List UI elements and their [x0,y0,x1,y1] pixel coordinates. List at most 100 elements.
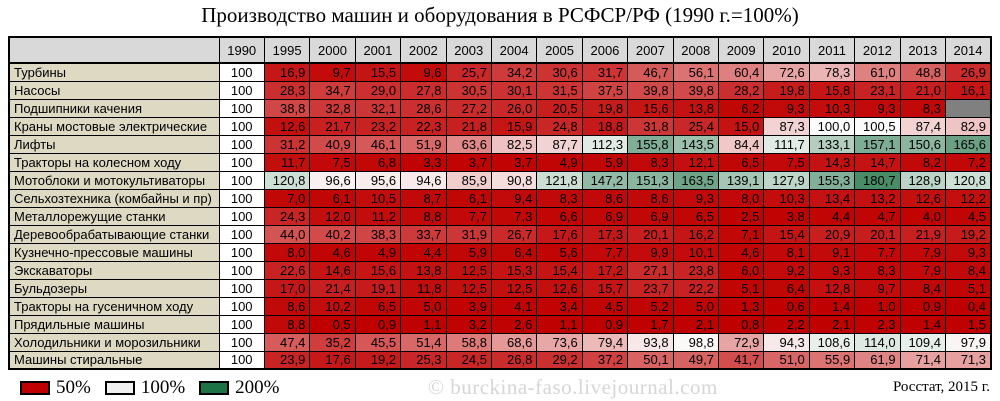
value-cell: 109,4 [899,332,947,352]
value-cell: 6,5 [717,152,765,172]
value-cell: 28,2 [717,80,765,100]
value-cell: 17,2 [581,260,629,280]
base-value-cell: 100 [218,206,265,226]
value-cell: 22,2 [672,278,719,298]
value-cell: 9,3 [808,260,856,280]
value-cell: 93,8 [627,332,674,352]
value-cell: 22,3 [400,116,447,136]
value-cell: 20,1 [854,224,901,244]
value-cell: 60,4 [717,62,765,82]
value-cell: 32,8 [309,98,356,118]
value-cell: 72,9 [717,332,765,352]
value-cell: 5,2 [627,296,674,316]
row-label: Холодильники и морозильники [8,332,220,352]
page-title: Производство машин и оборудования в РСФС… [201,3,799,27]
source-label: Росстат, 2015 г. [892,379,990,395]
base-value-cell: 100 [218,170,265,190]
value-cell: 100,0 [808,116,856,136]
value-cell: 68,6 [490,332,538,352]
value-cell: 24,3 [263,206,311,226]
value-cell: 4,1 [490,296,538,316]
value-cell: 28,3 [263,80,311,100]
value-cell: 165,6 [945,134,992,154]
value-cell: 3,3 [400,152,447,172]
row-label: Тракторы на гусеничном ходу [8,296,220,316]
value-cell: 8,3 [854,260,901,280]
value-cell: 87,3 [763,116,810,136]
value-cell: 128,9 [899,170,947,190]
value-cell: 96,6 [309,170,356,190]
base-value-cell: 100 [218,62,265,82]
value-cell: 18,8 [581,116,629,136]
year-header-2001: 2001 [354,36,402,64]
value-cell: 8,0 [263,242,311,262]
value-cell: 1,5 [945,314,992,334]
row-label: Экскаваторы [8,260,220,280]
value-cell: 61,0 [854,62,901,82]
value-cell: 15,6 [627,98,674,118]
value-cell: 27,8 [400,80,447,100]
value-cell: 155,8 [627,134,674,154]
year-header-2004: 2004 [490,36,538,64]
value-cell: 7,3 [490,206,538,226]
value-cell: 15,8 [808,80,856,100]
value-cell: 87,4 [899,116,947,136]
value-cell: 13,8 [672,98,719,118]
value-cell: 0,4 [945,296,992,316]
watermark: © burckina-faso.livejournal.com [428,375,718,399]
value-cell: 9,9 [627,242,674,262]
value-cell: 0,6 [763,296,810,316]
base-value-cell: 100 [218,242,265,262]
value-cell: 2,1 [672,314,719,334]
missing-value-cell [945,98,992,118]
table-row: Металлорежущие станки 100 24,3 12,0 11,2 8,8 7… [8,206,992,226]
value-cell: 4,9 [354,242,402,262]
value-cell: 4,4 [400,242,447,262]
value-cell: 8,8 [263,314,311,334]
value-cell: 3,9 [445,296,492,316]
value-cell: 157,1 [854,134,901,154]
base-value-cell: 100 [218,314,265,334]
value-cell: 37,5 [581,80,629,100]
value-cell: 27,1 [627,260,674,280]
table-row: Тракторы на гусеничном ходу 100 8,6 10,2 6,5… [8,296,992,316]
value-cell: 5,9 [581,152,629,172]
value-cell: 63,6 [445,134,492,154]
value-cell: 15,9 [490,116,538,136]
value-cell: 27,2 [445,98,492,118]
value-cell: 15,5 [354,62,402,82]
value-cell: 12,8 [808,278,856,298]
value-cell: 23,7 [627,278,674,298]
value-cell: 151,3 [627,170,674,190]
value-cell: 4,5 [581,296,629,316]
value-cell: 19,8 [763,80,810,100]
value-cell: 1,3 [717,296,765,316]
value-cell: 10,2 [309,296,356,316]
value-cell: 3,2 [445,314,492,334]
value-cell: 12,5 [445,278,492,298]
row-label: Кузнечно-прессовые машины [8,242,220,262]
table-row: Деревообрабатывающие станки 100 44,0 40,2 38… [8,224,992,244]
value-cell: 17,6 [309,350,356,370]
value-cell: 7,7 [445,206,492,226]
value-cell: 10,5 [354,188,402,208]
row-label: Деревообрабатывающие станки [8,224,220,244]
value-cell: 1,4 [899,314,947,334]
value-cell: 46,7 [627,62,674,82]
year-header-2007: 2007 [627,36,674,64]
year-header-2010: 2010 [763,36,810,64]
value-cell: 5,1 [945,278,992,298]
value-cell: 8,6 [627,188,674,208]
value-cell: 84,4 [717,134,765,154]
value-cell: 10,3 [808,98,856,118]
value-cell: 23,2 [354,116,402,136]
value-cell: 7,0 [263,188,311,208]
value-cell: 72,6 [763,62,810,82]
year-header-row: 1990 1995 2000 2001 2002 2003 2004 2005 2006 2007… [8,36,992,64]
value-cell: 12,0 [309,206,356,226]
value-cell: 15,7 [581,278,629,298]
legend-item-100pct: 100% [104,377,185,399]
value-cell: 6,0 [717,260,765,280]
value-cell: 7,5 [763,152,810,172]
value-cell: 20,1 [627,224,674,244]
